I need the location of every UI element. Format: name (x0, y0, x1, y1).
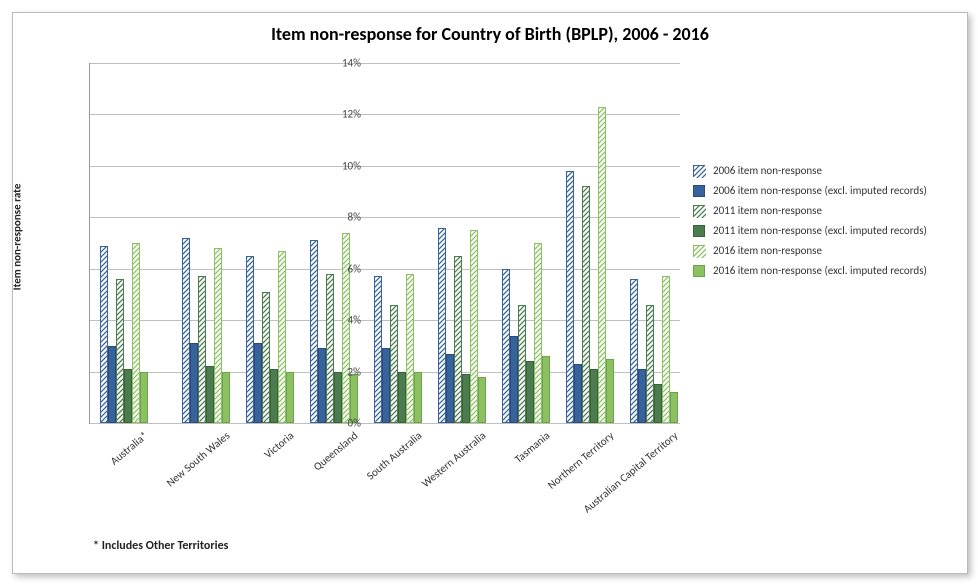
bar (654, 384, 662, 423)
bar (398, 372, 406, 423)
y-axis-label: Item non-response rate (11, 184, 24, 291)
bar (566, 171, 574, 423)
bar (182, 238, 190, 423)
legend-swatch (693, 205, 705, 217)
x-tick-label: Northern Territory (545, 429, 616, 492)
bar (278, 251, 286, 423)
bar (542, 356, 550, 423)
bar (254, 343, 262, 423)
legend-swatch (693, 265, 705, 277)
gridline (90, 217, 680, 218)
legend-swatch (693, 245, 705, 257)
gridline (90, 114, 680, 115)
footnote: * Includes Other Territories (93, 539, 228, 553)
legend-item: 2006 item non-response (excl. imputed re… (693, 184, 949, 197)
bar (438, 228, 446, 423)
bar (406, 274, 414, 423)
bar (606, 359, 614, 423)
legend: 2006 item non-response 2006 item non-resp… (693, 157, 949, 284)
x-tick-label: New South Wales (164, 429, 232, 489)
bar (518, 305, 526, 423)
gridline (90, 423, 680, 424)
y-tick: 10% (311, 159, 361, 172)
bar (502, 269, 510, 423)
gridline (90, 166, 680, 167)
legend-label: 2016 item non-response (713, 244, 822, 257)
bar (582, 186, 590, 423)
bar (206, 366, 214, 423)
legend-item: 2016 item non-response (excl. imputed re… (693, 264, 949, 277)
bar (246, 256, 254, 423)
legend-item: 2011 item non-response (excl. imputed re… (693, 224, 949, 237)
bar (630, 279, 638, 423)
x-tick-label: Queensland (311, 429, 360, 473)
x-tick-label: Victoria (262, 429, 297, 461)
bar (190, 343, 198, 423)
y-tick: 12% (311, 108, 361, 121)
bar (214, 248, 222, 423)
y-tick: 2% (311, 365, 361, 378)
bar (270, 369, 278, 423)
x-tick-label: Western Australia (419, 429, 488, 490)
bar (526, 361, 534, 423)
bar (116, 279, 124, 423)
legend-label: 2011 item non-response (excl. imputed re… (713, 224, 927, 237)
legend-label: 2016 item non-response (excl. imputed re… (713, 264, 927, 277)
bar (286, 372, 294, 423)
bar (462, 374, 470, 423)
bar (470, 230, 478, 423)
bar (478, 377, 486, 423)
legend-item: 2011 item non-response (693, 204, 949, 217)
y-tick: 4% (311, 314, 361, 327)
bar (318, 348, 326, 423)
bar (100, 246, 108, 423)
legend-label: 2011 item non-response (713, 204, 822, 217)
x-tick-label: South Australia (364, 429, 424, 483)
bar (326, 274, 334, 423)
bar (262, 292, 270, 423)
x-tick-label: Tasmania (512, 429, 552, 466)
x-tick-label: Australia* (108, 429, 151, 468)
bar (222, 372, 230, 423)
chart-body: Item non-response rate Australia*New Sou… (23, 57, 957, 563)
bar (670, 392, 678, 423)
bar (534, 243, 542, 423)
legend-label: 2006 item non-response (713, 164, 822, 177)
legend-label: 2006 item non-response (excl. imputed re… (713, 184, 927, 197)
bar (446, 354, 454, 423)
bar (638, 369, 646, 423)
bar (414, 372, 422, 423)
bar (390, 305, 398, 423)
bar (374, 276, 382, 423)
bar (382, 348, 390, 423)
bar (140, 372, 148, 423)
y-tick: 14% (311, 57, 361, 70)
bar (598, 107, 606, 423)
y-tick: 8% (311, 211, 361, 224)
bar (646, 305, 654, 423)
bar (510, 336, 518, 423)
bar (124, 369, 132, 423)
legend-swatch (693, 165, 705, 177)
plot-area: Australia*New South WalesVictoriaQueensl… (89, 63, 680, 424)
gridline (90, 269, 680, 270)
legend-swatch (693, 185, 705, 197)
bar (590, 369, 598, 423)
bar (198, 276, 206, 423)
legend-swatch (693, 225, 705, 237)
gridline (90, 320, 680, 321)
bar (334, 372, 342, 423)
chart-title: Item non-response for Country of Birth (… (13, 13, 967, 51)
chart-container: Item non-response for Country of Birth (… (12, 12, 968, 574)
bar (132, 243, 140, 423)
y-tick: 6% (311, 262, 361, 275)
y-tick: 0% (311, 417, 361, 430)
legend-item: 2006 item non-response (693, 164, 949, 177)
gridline (90, 63, 680, 64)
bar (108, 346, 116, 423)
bar (454, 256, 462, 423)
legend-item: 2016 item non-response (693, 244, 949, 257)
bar (662, 276, 670, 423)
bar (574, 364, 582, 423)
